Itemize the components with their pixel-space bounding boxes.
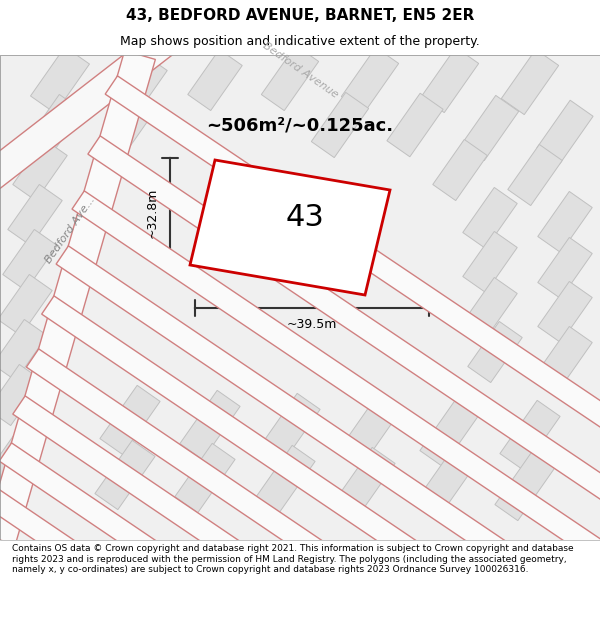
Polygon shape (95, 441, 155, 509)
Polygon shape (190, 160, 390, 295)
Polygon shape (538, 326, 592, 388)
Polygon shape (433, 139, 487, 201)
Polygon shape (113, 54, 167, 116)
Polygon shape (13, 396, 600, 625)
Polygon shape (463, 188, 517, 249)
Polygon shape (0, 443, 600, 625)
Polygon shape (387, 93, 443, 157)
Polygon shape (420, 398, 480, 467)
Polygon shape (0, 489, 600, 625)
Polygon shape (3, 229, 57, 291)
Polygon shape (56, 246, 600, 625)
Text: 43: 43 (286, 203, 325, 232)
Polygon shape (415, 449, 475, 519)
Polygon shape (180, 391, 240, 459)
Text: Contains OS data © Crown copyright and database right 2021. This information is : Contains OS data © Crown copyright and d… (12, 544, 574, 574)
Polygon shape (175, 443, 235, 512)
Polygon shape (538, 191, 592, 253)
Polygon shape (463, 278, 517, 339)
Polygon shape (100, 386, 160, 454)
Polygon shape (421, 48, 479, 112)
Text: 43, BEDFORD AVENUE, BARNET, EN5 2ER: 43, BEDFORD AVENUE, BARNET, EN5 2ER (126, 8, 474, 23)
Polygon shape (463, 231, 517, 292)
Polygon shape (538, 238, 592, 299)
Text: Map shows position and indicative extent of the property.: Map shows position and indicative extent… (120, 35, 480, 48)
Polygon shape (262, 46, 319, 111)
Polygon shape (260, 393, 320, 462)
Text: ~32.8m: ~32.8m (146, 188, 158, 238)
Polygon shape (0, 51, 155, 544)
Polygon shape (88, 136, 600, 508)
Text: Bedford Ave...: Bedford Ave... (43, 195, 97, 265)
Polygon shape (31, 47, 89, 113)
Polygon shape (13, 139, 67, 201)
Text: Bedford Avenue: Bedford Avenue (260, 40, 340, 100)
Polygon shape (103, 91, 157, 152)
Polygon shape (0, 434, 37, 496)
Polygon shape (537, 100, 593, 164)
Polygon shape (0, 18, 189, 197)
Polygon shape (0, 319, 47, 381)
Polygon shape (538, 281, 592, 342)
Text: ~39.5m: ~39.5m (287, 318, 337, 331)
Polygon shape (502, 49, 559, 114)
Polygon shape (255, 446, 315, 514)
Polygon shape (105, 76, 600, 436)
Polygon shape (335, 448, 395, 517)
Polygon shape (468, 321, 522, 382)
Polygon shape (72, 191, 600, 574)
Polygon shape (26, 349, 600, 625)
Polygon shape (461, 96, 518, 161)
Polygon shape (0, 274, 52, 336)
Polygon shape (341, 48, 398, 112)
Polygon shape (28, 94, 82, 156)
Polygon shape (340, 396, 400, 464)
Text: ~506m²/~0.125ac.: ~506m²/~0.125ac. (206, 116, 394, 134)
Polygon shape (188, 49, 242, 111)
Polygon shape (41, 296, 600, 625)
Polygon shape (311, 92, 368, 158)
Polygon shape (0, 488, 28, 542)
Polygon shape (495, 451, 555, 521)
Polygon shape (0, 364, 42, 426)
Polygon shape (500, 401, 560, 469)
Polygon shape (8, 184, 62, 246)
Polygon shape (508, 144, 562, 206)
